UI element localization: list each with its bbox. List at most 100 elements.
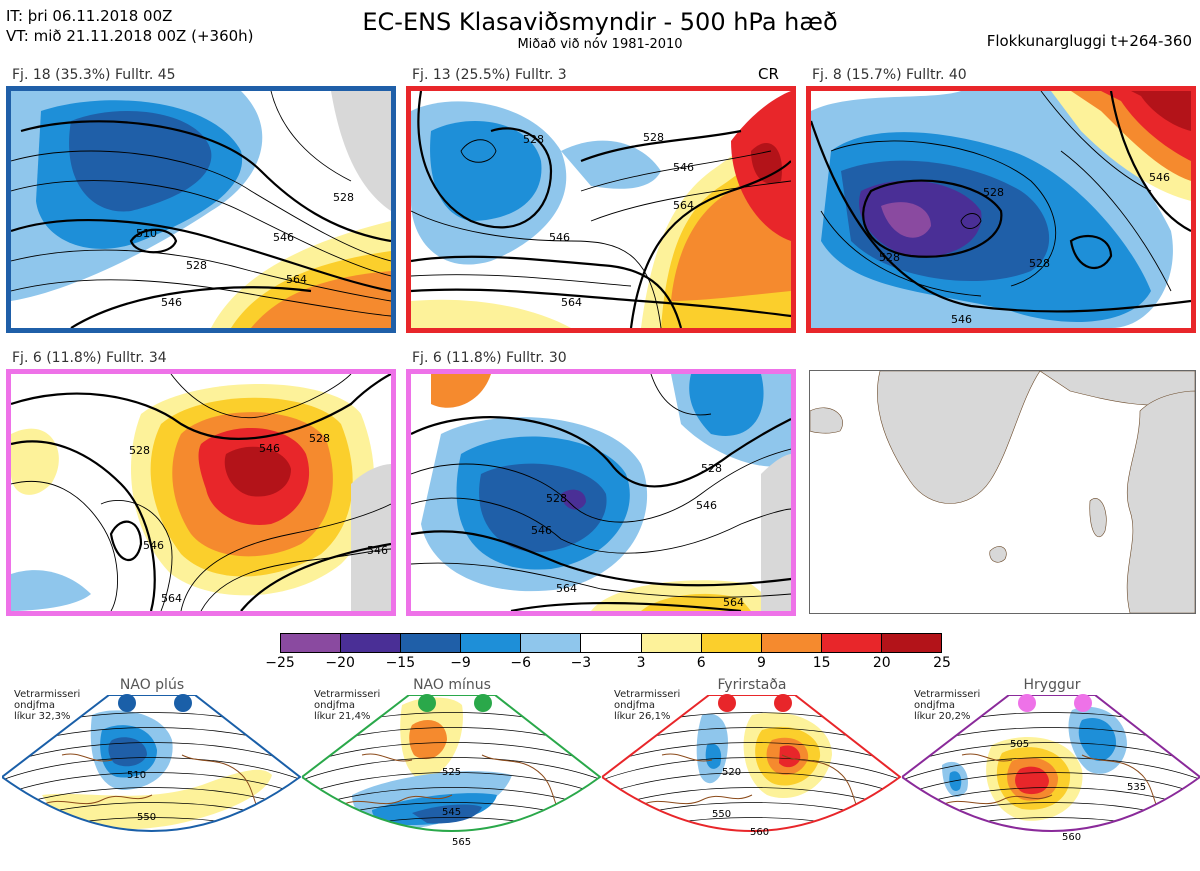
header-info: IT: þri 06.11.2018 00Z VT: mið 21.11.201… — [6, 6, 254, 46]
contour-label: 528 — [1029, 257, 1050, 270]
contour-label: 528 — [879, 251, 900, 264]
regime-contour-label: 565 — [452, 837, 471, 848]
regime-name: Hryggur — [1023, 677, 1081, 693]
classification-window: Flokkunargluggi t+264-360 — [986, 32, 1192, 50]
contour-label: 564 — [556, 582, 577, 595]
colorbar-tick-label: −6 — [510, 655, 532, 671]
regime-contour-label: 510 — [127, 770, 146, 781]
regime-note-line: Vetrarmisseri — [614, 689, 681, 700]
contour-label: 546 — [673, 161, 694, 174]
colorbar-segment — [880, 634, 942, 652]
page-title: EC-ENS Klasaviðsmyndir - 500 hPa hæð — [362, 8, 838, 36]
regime-note: Vetrarmisseri ondjfma líkur 21,4% — [314, 689, 380, 722]
regime-contour-label: 560 — [750, 827, 769, 838]
panel-label-2: Fj. 13 (25.5%) Fulltr. 3 — [412, 67, 567, 83]
regime-contour-label: 535 — [1127, 782, 1146, 793]
contour-label: 528 — [309, 432, 330, 445]
regime-note-line: líkur 26,1% — [614, 711, 671, 722]
colorbar-tick-label: 25 — [933, 655, 951, 671]
colorbar-segment — [640, 634, 701, 652]
contour-label: 564 — [723, 596, 744, 609]
colorbar-ticks: −25 −20 −15 −9 −6 −3 3 6 9 15 20 25 — [0, 655, 1200, 675]
colorbar-tick-label: 20 — [872, 655, 891, 671]
colorbar-segment — [760, 634, 821, 652]
regime-marker-dot — [474, 694, 492, 712]
contour-label: 528 — [546, 492, 567, 505]
colorbar-segment — [580, 634, 641, 652]
colorbar-tick-label: −3 — [570, 655, 592, 671]
contour-label: 564 — [161, 592, 182, 605]
colorbar-segment — [400, 634, 461, 652]
colorbar — [280, 633, 942, 653]
cluster-map-1: 510 528 546 564 546 528 — [6, 86, 396, 333]
regime-note: Vetrarmisseri ondjfma líkur 20,2% — [914, 689, 980, 722]
regime-marker-dot — [118, 694, 136, 712]
colorbar-segment — [460, 634, 521, 652]
contour-label: 510 — [136, 227, 157, 240]
panel-label-3: Fj. 8 (15.7%) Fulltr. 40 — [812, 67, 967, 83]
empty-base-map — [809, 370, 1196, 614]
regime-note-line: ondjfma — [614, 700, 655, 711]
regime-marker-dot — [174, 694, 192, 712]
regime-name: NAO plús — [119, 677, 185, 693]
regime-marker-dot — [1018, 694, 1036, 712]
contour-label: 546 — [696, 499, 717, 512]
colorbar-tick-label: −25 — [265, 655, 295, 671]
regime-note: Vetrarmisseri ondjfma líkur 32,3% — [14, 689, 80, 722]
colorbar-tick-label: 6 — [696, 655, 706, 671]
regime-contour-label: 525 — [442, 767, 461, 778]
colorbar-segment — [340, 634, 401, 652]
contour-label: 528 — [643, 131, 664, 144]
colorbar-segment — [820, 634, 881, 652]
regime-note-line: líkur 20,2% — [914, 711, 971, 722]
initial-time: IT: þri 06.11.2018 00Z — [6, 7, 173, 25]
regime-marker-dot — [1074, 694, 1092, 712]
contour-label: 546 — [549, 231, 570, 244]
contour-label: 546 — [367, 544, 388, 557]
regime-note-line: Vetrarmisseri — [314, 689, 381, 700]
panel-label-5: Fj. 6 (11.8%) Fulltr. 30 — [412, 350, 567, 366]
regime-note-line: ondjfma — [914, 700, 955, 711]
regime-name: Fyrirstaða — [717, 677, 787, 693]
regime-note-line: ondjfma — [14, 700, 55, 711]
colorbar-segment — [281, 634, 341, 652]
panel-label-1: Fj. 18 (35.3%) Fulltr. 45 — [12, 67, 176, 83]
regime-name: NAO mínus — [413, 677, 491, 693]
colorbar-segment — [520, 634, 581, 652]
colorbar-tick-label: −9 — [450, 655, 471, 671]
contour-label: 528 — [983, 186, 1004, 199]
colorbar-tick-label: 15 — [812, 655, 831, 671]
contour-label: 546 — [259, 442, 280, 455]
contour-label: 564 — [286, 273, 307, 286]
panel-label-4: Fj. 6 (11.8%) Fulltr. 34 — [12, 350, 167, 366]
regime-contour-label: 550 — [712, 809, 731, 820]
regime-marker-dot — [418, 694, 436, 712]
regime-contour-label: 560 — [1062, 832, 1081, 843]
contour-label: 528 — [701, 462, 722, 475]
colorbar-tick-label: 3 — [636, 655, 646, 671]
colorbar-tick-label: −20 — [325, 655, 355, 671]
regime-contour-label: 505 — [1010, 739, 1029, 750]
regime-note-line: líkur 32,3% — [14, 711, 71, 722]
regime-note-line: ondjfma — [314, 700, 355, 711]
regime-map-1: 510 550 — [2, 695, 302, 832]
contour-label: 546 — [273, 231, 294, 244]
contour-label: 528 — [186, 259, 207, 272]
cluster-map-2: 528 546 564 528 546 564 — [406, 86, 796, 333]
regime-note-line: Vetrarmisseri — [14, 689, 81, 700]
contour-label: 528 — [523, 133, 544, 146]
colorbar-tick-label: −15 — [385, 655, 416, 671]
contour-label: 546 — [1149, 171, 1170, 184]
cluster-map-5: 528 528 546 546 564 564 — [406, 369, 796, 616]
contour-label: 546 — [161, 296, 182, 309]
regime-map-4: 505 535 560 — [902, 695, 1200, 843]
regime-note-line: Vetrarmisseri — [914, 689, 981, 700]
contour-label: 528 — [333, 191, 354, 204]
regime-contour-label: 545 — [442, 807, 461, 818]
regime-map-3: 520 550 560 — [602, 695, 902, 838]
page-subtitle: Miðað við nóv 1981-2010 — [517, 37, 683, 52]
regime-marker-dot — [718, 694, 736, 712]
contour-label: 528 — [129, 444, 150, 457]
regime-contour-label: 550 — [137, 812, 156, 823]
cluster-map-3: 528 528 546 528 546 — [806, 86, 1196, 333]
